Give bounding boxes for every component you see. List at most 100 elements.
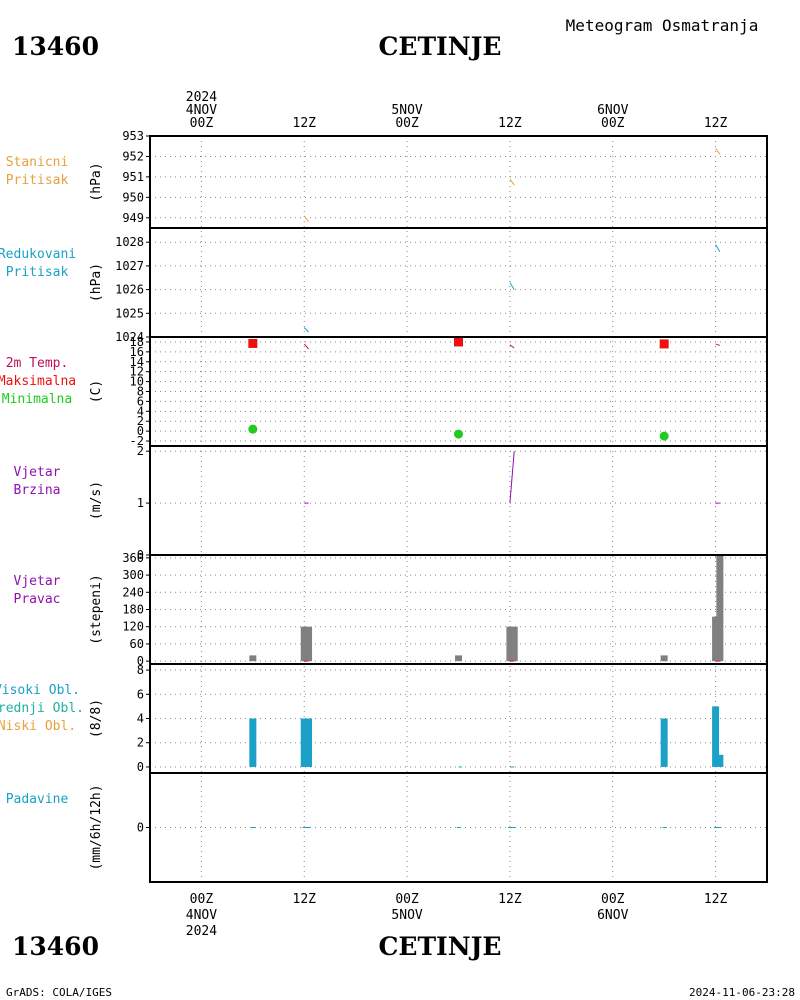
unit-label: (stepeni) [89,574,104,644]
panel-marks [303,244,721,333]
bar [712,616,720,662]
panel-marks [248,337,721,441]
time-label-top: 2024 [186,90,217,105]
time-label-bottom: 00Z [601,892,625,907]
time-label-bottom: 12Z [704,892,728,907]
y-tick-label: 952 [122,149,144,163]
panel-redukovani: 1024 1025 1026 1027 1028 (hPa) Redukovani Priti… [0,227,768,344]
panel-label: Redukovani [0,247,76,262]
y-tick-label: 8 [137,663,144,677]
y-tick-label: 951 [122,170,144,184]
panel-marks [304,451,720,504]
panel-label: Maksimalna [0,374,76,389]
y-tick-label: 300 [122,568,144,582]
time-label-top: 00Z [395,116,419,131]
time-label-top: 6NOV [597,103,628,118]
bar [506,626,514,662]
panel-frame [149,554,768,665]
time-label-bottom: 5NOV [391,908,422,923]
bar [712,706,720,767]
panel-label: Pritisak [6,173,69,188]
y-tick-label: 2 [137,736,144,750]
station-id-bottom: 13460 [12,932,99,961]
max-temp-point [659,339,669,349]
time-label-top: 4NOV [186,103,217,118]
y-tick-label: 10 [130,375,144,389]
y-tick-label: 360 [122,551,144,565]
y-tick-label: 4 [137,712,144,726]
panel-label: Padavine [6,792,69,807]
bar [660,655,668,662]
panel-brzina: 0 1 2 (m/s) Vjetar Brzina [14,444,768,562]
series-line [715,147,721,155]
panel-label: Srednji Obl. [0,701,84,716]
unit-label: (mm/6h/12h) [89,784,104,870]
y-tick-label: 12 [130,365,144,379]
y-tick-label: 950 [122,190,144,204]
panel-label: Pritisak [6,265,69,280]
time-label-top: 5NOV [391,103,422,118]
panel-marks [249,555,724,662]
time-label-top: 12Z [498,116,522,131]
panel-label: Minimalna [2,392,72,407]
y-tick-label: 8 [137,385,144,399]
unit-label: (hPa) [89,263,104,302]
series-line [715,244,721,252]
y-tick-label: 0 [137,821,144,835]
time-label-bottom: 12Z [498,892,522,907]
bar [305,626,313,662]
time-label-top: 12Z [704,116,728,131]
y-tick-label: 60 [130,637,144,651]
y-tick-label: 949 [122,211,144,225]
time-label-bottom: 6NOV [597,908,628,923]
series-line [303,215,309,223]
y-tick-label: 1024 [115,330,144,344]
panel-label: Visoki Obl. [0,683,80,698]
panel-frame [149,663,768,774]
y-tick-label: 953 [122,129,144,143]
y-tick-label: 1025 [115,306,144,320]
y-tick-label: 0 [137,654,144,668]
panel-label: Stanicni [6,155,69,170]
series-line [303,343,309,350]
unit-label: (hPa) [89,162,104,201]
station-name-top: CETINJE [379,32,502,61]
panel-marks [303,147,721,223]
panel-marks [249,706,724,768]
bar [716,754,724,767]
time-label-top: 00Z [601,116,625,131]
y-tick-label: 1028 [115,235,144,249]
panel-pravac: 0 60 120 180 240 300 360 (stepeni) Vjetar Pravac [14,551,768,668]
unit-label: (m/s) [89,481,104,520]
series-line [715,343,721,346]
panel-frame [149,445,768,556]
bar [249,655,257,662]
series-line [509,282,515,290]
min-temp-point [659,431,669,441]
bar [305,718,313,767]
y-tick-label: 6 [137,687,144,701]
y-tick-label: 180 [122,603,144,617]
station-id-top: 13460 [12,32,99,61]
panel-label: Pravac [14,592,61,607]
series-line [509,344,515,349]
panel-stanicni: 949 950 951 952 953 (hPa) Stanicni Pritisak [6,129,768,229]
min-temp-point [248,424,258,434]
y-tick-label: 2 [137,414,144,428]
max-temp-point [454,337,463,347]
panel-frame [149,227,768,338]
time-label-bottom: 12Z [293,892,317,907]
credit-label: GrADS: COLA/IGES [6,986,112,999]
chart-title: Meteogram Osmatranja [566,16,759,35]
panel-frame [149,772,768,883]
bar [249,718,257,767]
y-tick-label: 120 [122,620,144,634]
y-tick-label: 1027 [115,259,144,273]
bar [455,655,462,662]
panel-oblaci: 0 2 4 6 8 (8/8) Visoki Obl. Srednji Obl. Niski O… [0,663,768,774]
y-tick-label: 0 [137,760,144,774]
